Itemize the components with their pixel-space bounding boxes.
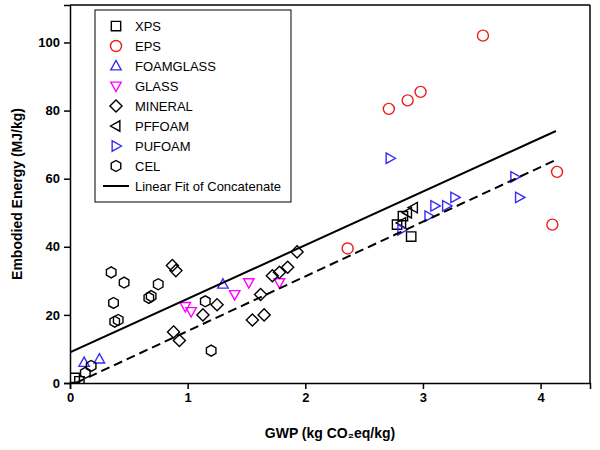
point: [201, 296, 211, 307]
legend-label: Linear Fit of Concatenate: [135, 179, 281, 194]
tick-label: 20: [46, 308, 60, 323]
tick: 0: [53, 376, 70, 391]
point: [408, 202, 417, 212]
point: [186, 308, 196, 317]
tick: 4: [537, 383, 545, 405]
tick-mark: [540, 383, 542, 389]
tick: 40: [46, 239, 70, 254]
fit-line: [70, 131, 556, 352]
point: [516, 192, 525, 202]
point: [173, 334, 185, 346]
tick-mark: [64, 42, 70, 44]
data-layer: [70, 30, 563, 383]
tick: 0: [67, 383, 74, 405]
tick-label: 0: [53, 376, 60, 391]
legend-symbol: [111, 41, 122, 52]
y-axis-title: Embodied Energy (MJ/kg): [9, 108, 25, 280]
legend-label: XPS: [135, 19, 161, 34]
point: [415, 86, 426, 97]
point: [229, 291, 239, 300]
legend-label: FOAMGLASS: [135, 59, 216, 74]
point: [94, 354, 104, 363]
legend-symbol: [111, 121, 120, 131]
tick-mark: [64, 383, 70, 385]
chart: 01234020406080100XPSEPSFOAMGLASSGLASSMIN…: [0, 0, 600, 450]
tick-label: 80: [46, 103, 60, 118]
point: [113, 315, 123, 326]
point: [552, 166, 563, 177]
y-axis: 0 20 40 60 80 100: [38, 6, 70, 391]
point: [383, 103, 394, 114]
tick: 80: [46, 103, 70, 118]
tick: 1: [185, 383, 192, 405]
point: [407, 232, 416, 241]
point: [106, 267, 116, 278]
legend-box: [95, 10, 291, 202]
tick-label: 40: [46, 239, 60, 254]
tick-mark: [64, 315, 70, 317]
frame: [589, 5, 591, 383]
point: [146, 291, 156, 302]
legend-label: CEL: [135, 159, 160, 174]
legend-label: PUFOAM: [135, 139, 191, 154]
point: [109, 297, 119, 308]
frame: [70, 4, 590, 6]
tick: 20: [46, 308, 70, 323]
fit-line: [76, 160, 556, 383]
x-axis: 0 1 2 3 4: [67, 383, 591, 405]
tick-mark: [423, 383, 425, 389]
plot-area: 01234020406080100XPSEPSFOAMGLASSGLASSMIN…: [38, 5, 590, 405]
tick: 100: [38, 35, 70, 50]
legend-label: EPS: [135, 39, 161, 54]
point: [206, 345, 216, 356]
point: [170, 265, 182, 277]
legend-symbol: [112, 141, 121, 151]
point: [197, 309, 209, 321]
legend-symbol: [111, 61, 121, 70]
tick: 2: [302, 383, 309, 405]
axis-line: [64, 6, 71, 384]
tick-mark: [187, 383, 189, 389]
tick-label: 4: [537, 390, 545, 405]
legend-label: PFFOAM: [135, 119, 189, 134]
tick-label: 60: [46, 171, 60, 186]
legend-label: MINERAL: [135, 99, 193, 114]
x-axis-title: GWP (kg CO₂eq/kg): [265, 425, 395, 441]
point: [386, 153, 395, 163]
point: [282, 261, 294, 273]
point: [477, 30, 488, 41]
tick-mark: [305, 383, 307, 389]
point: [431, 201, 440, 211]
point: [119, 277, 129, 288]
legend-symbol: [103, 185, 129, 187]
point: [258, 309, 270, 321]
tick: 60: [46, 171, 70, 186]
tick-label: 1: [185, 390, 192, 405]
point: [211, 299, 223, 311]
tick: 3: [420, 383, 427, 405]
legend-symbol: [111, 161, 121, 172]
point: [246, 314, 258, 326]
point: [342, 243, 353, 254]
point: [273, 266, 285, 278]
tick-label: 100: [38, 35, 60, 50]
point: [547, 219, 558, 230]
tick-label: 0: [67, 390, 74, 405]
legend-symbol: [110, 100, 122, 112]
legend: XPS EPS FOAMGLASS GLASS MINERAL PFFOAM PUFOAM C…: [95, 10, 291, 202]
point: [86, 360, 96, 371]
point: [451, 192, 460, 202]
axis-line: [71, 384, 591, 390]
legend-symbol: [111, 82, 121, 91]
tick-label: 2: [302, 390, 309, 405]
point: [153, 279, 163, 290]
legend-symbol: [111, 21, 120, 30]
point: [244, 279, 254, 288]
legend-label: GLASS: [135, 79, 179, 94]
tick-mark: [64, 178, 70, 180]
tick-mark: [64, 110, 70, 112]
tick-mark: [64, 247, 70, 249]
point: [402, 95, 413, 106]
tick-label: 3: [420, 390, 427, 405]
